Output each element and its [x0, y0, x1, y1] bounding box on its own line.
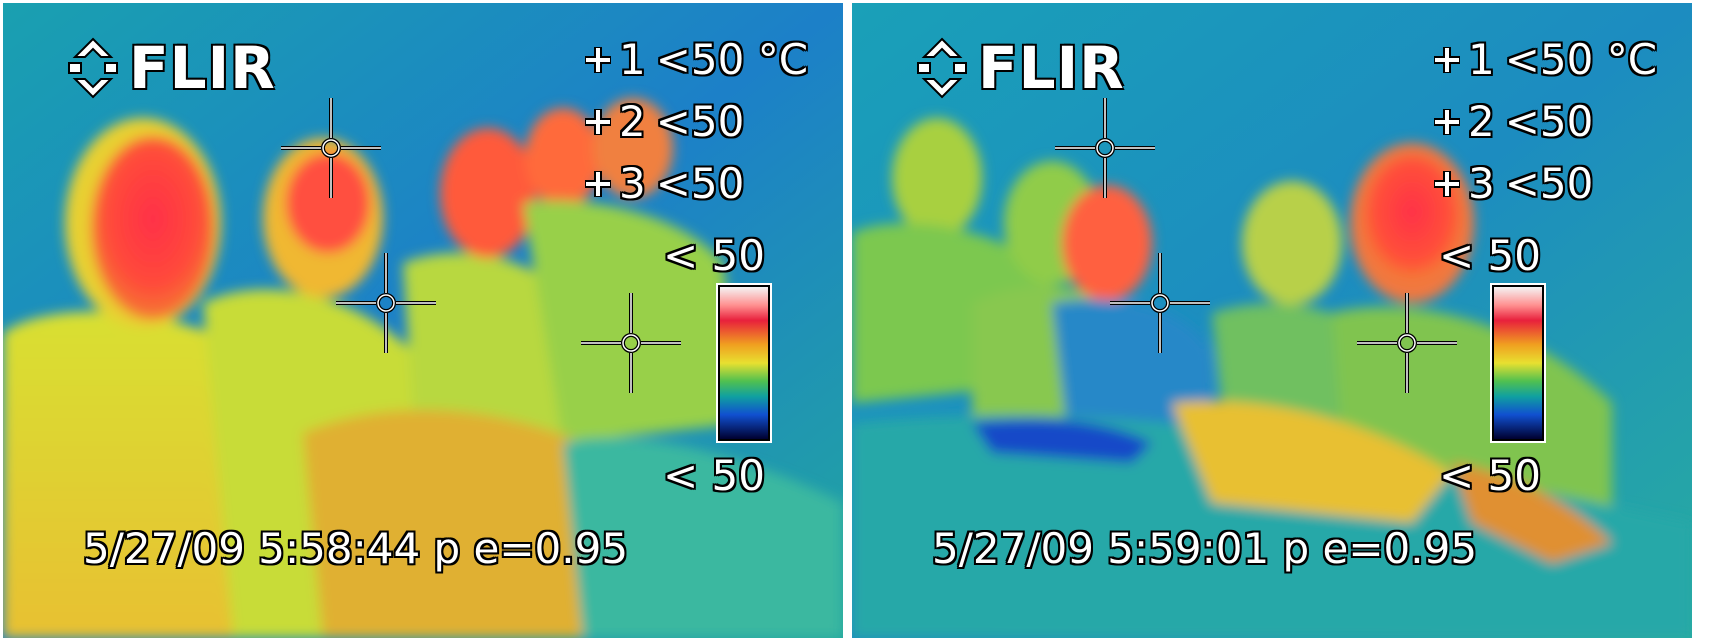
spot-crosshair-2: [1110, 253, 1210, 353]
spot-reading-1: 1 <50 °C: [583, 39, 808, 81]
spot-reading-1: 1 <50 °C: [1432, 39, 1657, 81]
spot-value: <50 °C: [655, 35, 809, 84]
spot-meter-icon: [1434, 109, 1460, 135]
temperature-colorbar: [716, 283, 772, 443]
flir-logo: FLIR: [914, 34, 1125, 102]
spot-crosshair-3: [1357, 293, 1457, 393]
spot-value: <50: [655, 97, 745, 146]
spot-meter-icon: [585, 171, 611, 197]
spot-reading-2: 2 <50: [583, 101, 744, 143]
spot-meter-icon: [585, 47, 611, 73]
scale-max-label: < 50: [663, 231, 765, 280]
spot-id: 3: [619, 159, 646, 208]
brand-name: FLIR: [978, 34, 1125, 102]
thermal-frame-left: FLIR 1 <50 °C 2 <50 3 <50: [3, 3, 843, 638]
temperature-colorbar: [1490, 283, 1546, 443]
flir-diamond-logo-icon: [917, 37, 967, 99]
thermal-image: [3, 3, 843, 638]
spot-crosshair-2: [336, 253, 436, 353]
brand-name: FLIR: [129, 34, 276, 102]
spot-id: 3: [1468, 159, 1495, 208]
spot-meter-icon: [1434, 47, 1460, 73]
spot-crosshair-1: [1055, 98, 1155, 198]
spot-reading-3: 3 <50: [1432, 163, 1593, 205]
spot-id: 2: [1468, 97, 1495, 146]
spot-reading-3: 3 <50: [583, 163, 744, 205]
spot-id: 2: [619, 97, 646, 146]
spot-value: <50: [1504, 97, 1594, 146]
spot-value: <50 °C: [1504, 35, 1658, 84]
spot-crosshair-1: [281, 98, 381, 198]
scale-min-label: < 50: [1439, 451, 1541, 500]
flir-logo: FLIR: [65, 34, 276, 102]
spot-id: 1: [619, 35, 646, 84]
thermal-frame-right: FLIR 1 <50 °C 2 <50 3 <50: [852, 3, 1692, 638]
spot-id: 1: [1468, 35, 1495, 84]
scale-min-label: < 50: [663, 451, 765, 500]
timestamp-emissivity: 5/27/09 5:58:44 p e=0.95: [83, 524, 629, 573]
spot-meter-icon: [1434, 171, 1460, 197]
spot-value: <50: [1504, 159, 1594, 208]
scale-max-label: < 50: [1439, 231, 1541, 280]
spot-meter-icon: [585, 109, 611, 135]
spot-reading-2: 2 <50: [1432, 101, 1593, 143]
spot-value: <50: [655, 159, 745, 208]
thermal-image: [852, 3, 1692, 638]
flir-diamond-logo-icon: [68, 37, 118, 99]
timestamp-emissivity: 5/27/09 5:59:01 p e=0.95: [932, 524, 1478, 573]
spot-crosshair-3: [581, 293, 681, 393]
